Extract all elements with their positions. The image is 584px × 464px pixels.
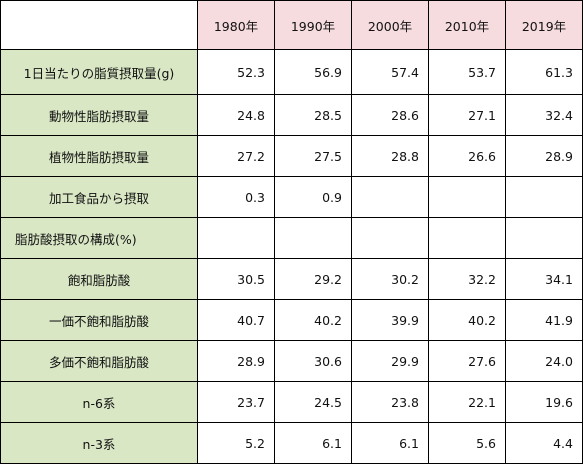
header-row: 1980年 1990年 2000年 2010年 2019年 <box>0 0 583 50</box>
table-row: 1日当たりの脂質摂取量(g) 52.3 56.9 57.4 53.7 61.3 <box>0 49 583 95</box>
table-cell: 28.9 <box>505 135 583 177</box>
table-cell: 0.9 <box>274 176 352 218</box>
table-cell: 53.7 <box>428 49 506 95</box>
column-header: 1990年 <box>274 0 352 50</box>
table-cell <box>274 217 352 259</box>
table-row: 多価不飽和脂肪酸 28.9 30.6 29.9 27.6 24.0 <box>0 340 583 382</box>
table-cell: 26.6 <box>428 135 506 177</box>
table-cell: 19.6 <box>505 381 583 423</box>
row-label: 動物性脂肪摂取量 <box>0 94 198 136</box>
table-row: 脂肪酸摂取の構成(%) <box>0 217 583 259</box>
row-label: 加工食品から摂取 <box>0 176 198 218</box>
table-cell: 40.2 <box>274 299 352 341</box>
table-cell: 28.6 <box>351 94 429 136</box>
column-header: 2000年 <box>351 0 429 50</box>
table-row: 飽和脂肪酸 30.5 29.2 30.2 32.2 34.1 <box>0 258 583 300</box>
table-row: 加工食品から摂取 0.3 0.9 <box>0 176 583 218</box>
table-cell: 41.9 <box>505 299 583 341</box>
row-label: 飽和脂肪酸 <box>0 258 198 300</box>
table-cell: 4.4 <box>505 422 583 464</box>
table-cell <box>505 176 583 218</box>
table-cell: 29.9 <box>351 340 429 382</box>
table-cell: 28.8 <box>351 135 429 177</box>
table-cell: 27.5 <box>274 135 352 177</box>
table-cell: 0.3 <box>197 176 275 218</box>
table-cell <box>351 176 429 218</box>
table-cell: 57.4 <box>351 49 429 95</box>
table-cell: 56.9 <box>274 49 352 95</box>
table-cell <box>428 217 506 259</box>
header-corner-cell <box>0 0 198 50</box>
table-cell: 24.5 <box>274 381 352 423</box>
table-row: n-6系 23.7 24.5 23.8 22.1 19.6 <box>0 381 583 423</box>
column-header: 1980年 <box>197 0 275 50</box>
table-cell <box>351 217 429 259</box>
table-cell: 5.2 <box>197 422 275 464</box>
table-cell: 32.4 <box>505 94 583 136</box>
table-cell: 27.1 <box>428 94 506 136</box>
table-cell: 22.1 <box>428 381 506 423</box>
column-header: 2010年 <box>428 0 506 50</box>
table-cell: 5.6 <box>428 422 506 464</box>
row-label: 一価不飽和脂肪酸 <box>0 299 198 341</box>
table-cell: 23.7 <box>197 381 275 423</box>
table-cell: 6.1 <box>351 422 429 464</box>
table-cell: 32.2 <box>428 258 506 300</box>
row-label: 1日当たりの脂質摂取量(g) <box>0 49 198 95</box>
table-cell: 40.7 <box>197 299 275 341</box>
table-cell: 52.3 <box>197 49 275 95</box>
table-row: n-3系 5.2 6.1 6.1 5.6 4.4 <box>0 422 583 464</box>
table-cell <box>197 217 275 259</box>
row-label: n-3系 <box>0 422 198 464</box>
table-cell: 30.2 <box>351 258 429 300</box>
table-cell: 40.2 <box>428 299 506 341</box>
table-cell: 27.2 <box>197 135 275 177</box>
table-cell <box>505 217 583 259</box>
row-label: 多価不飽和脂肪酸 <box>0 340 198 382</box>
table-cell: 28.9 <box>197 340 275 382</box>
table-cell: 24.8 <box>197 94 275 136</box>
table-row: 一価不飽和脂肪酸 40.7 40.2 39.9 40.2 41.9 <box>0 299 583 341</box>
table-cell: 34.1 <box>505 258 583 300</box>
table-cell: 30.5 <box>197 258 275 300</box>
table-cell: 6.1 <box>274 422 352 464</box>
row-label: 脂肪酸摂取の構成(%) <box>0 217 198 259</box>
table-cell: 23.8 <box>351 381 429 423</box>
row-label: n-6系 <box>0 381 198 423</box>
table-cell: 30.6 <box>274 340 352 382</box>
table-cell: 24.0 <box>505 340 583 382</box>
table-cell <box>428 176 506 218</box>
table-row: 植物性脂肪摂取量 27.2 27.5 28.8 26.6 28.9 <box>0 135 583 177</box>
column-header: 2019年 <box>505 0 583 50</box>
table-row: 動物性脂肪摂取量 24.8 28.5 28.6 27.1 32.4 <box>0 94 583 136</box>
table-cell: 28.5 <box>274 94 352 136</box>
row-label: 植物性脂肪摂取量 <box>0 135 198 177</box>
table-cell: 61.3 <box>505 49 583 95</box>
table-cell: 27.6 <box>428 340 506 382</box>
table-cell: 39.9 <box>351 299 429 341</box>
table-cell: 29.2 <box>274 258 352 300</box>
